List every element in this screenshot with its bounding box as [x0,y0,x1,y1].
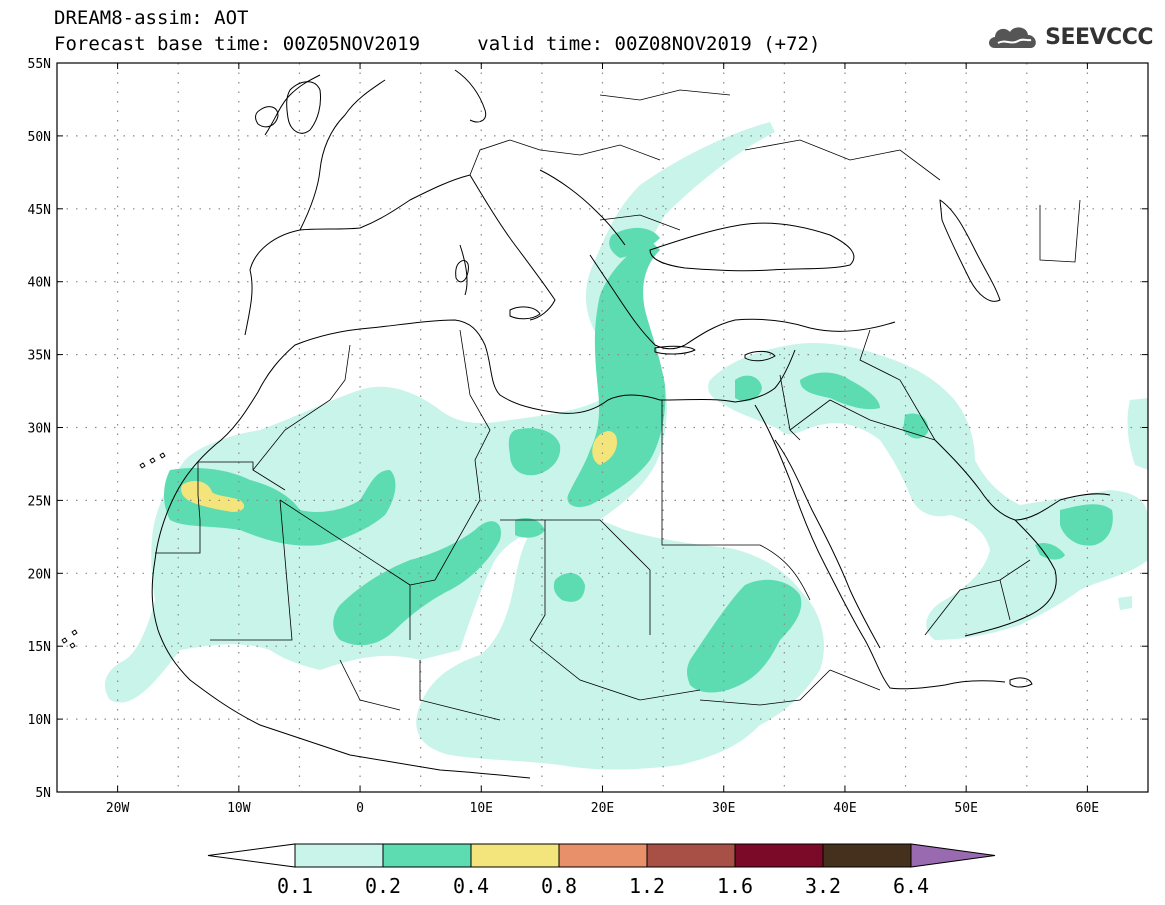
graticule [57,63,1148,792]
colorbar-level-label: 1.2 [629,874,665,898]
colorbar-level-label: 0.8 [541,874,577,898]
aot-level-0.4 [181,431,618,512]
colorbar-level-label: 0.2 [365,874,401,898]
lon-label: 40E [833,801,856,816]
lon-label: 60E [1076,801,1099,816]
lat-label: 40N [28,276,51,291]
lat-label: 15N [28,640,51,655]
lon-label: 30E [712,801,735,816]
lat-label: 35N [28,349,51,364]
colorbar-segment [294,843,384,868]
logo-text: SEEVCCC [1045,24,1153,50]
colorbar-labels: 0.1 0.2 0.4 0.8 1.2 1.6 3.2 6.4 [277,874,929,898]
lat-label: 55N [28,57,51,72]
country-borders [155,89,1081,721]
lon-label: 10E [470,801,493,816]
colorbar-level-label: 6.4 [893,874,929,898]
lat-label: 45N [28,203,51,218]
aot-field [105,122,1148,770]
colorbar-level-label: 0.1 [277,874,313,898]
lat-label: 5N [35,786,51,801]
lon-label: 50E [954,801,977,816]
colorbar-segment [470,843,560,868]
latitude-labels: 55N 50N 45N 40N 35N 30N 25N 20N 15N 10N 5N [28,57,51,801]
lon-label: 20E [591,801,614,816]
axis-ticks [57,62,1148,793]
coastlines [61,69,1111,779]
lat-label: 25N [28,494,51,509]
colorbar-level-label: 1.6 [717,874,753,898]
lon-label: 20W [106,801,130,816]
colorbar-segment [822,843,912,868]
cloud-icon [989,27,1036,48]
colorbar-segment [382,843,472,868]
time-info: Forecast base time: 00Z05NOV2019 valid t… [54,33,820,55]
lon-label: 0 [356,801,364,816]
seevccc-logo: SEEVCCC [985,22,1153,52]
colorbar-segment [646,843,736,868]
base-time-label: Forecast base time: 00Z05NOV2019 [54,33,421,55]
lat-label: 50N [28,130,51,145]
colorbar-above-triangle [910,843,996,868]
colorbar-segment [734,843,824,868]
valid-time-label: valid time: 00Z08NOV2019 (+72) [477,33,821,55]
colorbar-level-label: 0.4 [453,874,489,898]
map-title: DREAM8-assim: AOT [54,7,249,29]
colorbar-segment [558,843,648,868]
colorbar [207,843,996,868]
longitude-labels: 20W 10W 0 10E 20E 30E 40E 50E 60E [106,801,1099,816]
lat-label: 10N [28,713,51,728]
colorbar-below-triangle [207,843,296,868]
colorbar-level-label: 3.2 [805,874,841,898]
aot-level-0.1 [105,122,1148,770]
lat-label: 30N [28,422,51,437]
lon-label: 10W [227,801,251,816]
lat-label: 20N [28,567,51,582]
